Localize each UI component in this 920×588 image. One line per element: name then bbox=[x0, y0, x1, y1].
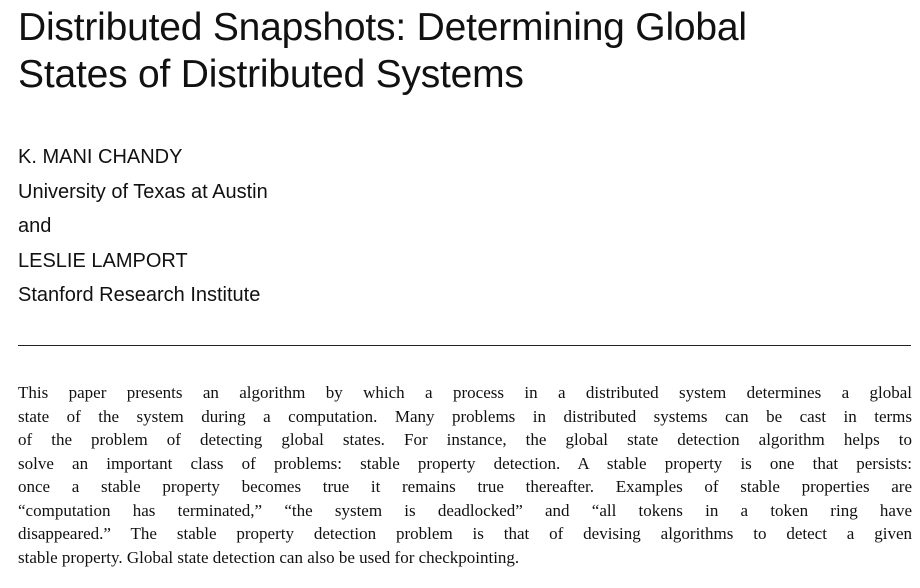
author-2-affiliation: Stanford Research Institute bbox=[18, 284, 261, 306]
abstract-line: disappeared.” The stable property detect… bbox=[18, 524, 912, 543]
abstract: This paper presents an algorithm by whic… bbox=[18, 381, 912, 569]
abstract-line: state of the system during a computation… bbox=[18, 406, 912, 426]
paper-title-line-1: Distributed Snapshots: Determining Globa… bbox=[18, 6, 747, 49]
horizontal-rule bbox=[18, 345, 911, 346]
author-2-name: LESLIE LAMPORT bbox=[18, 249, 188, 272]
paper-title-line-2: States of Distributed Systems bbox=[18, 53, 524, 96]
abstract-line: of the problem of detecting global state… bbox=[18, 430, 912, 449]
paper-title: Distributed Snapshots: Determining Globa… bbox=[18, 4, 908, 98]
author-1-affiliation: University of Texas at Austin bbox=[18, 180, 268, 203]
abstract-line: once a stable property becomes true it r… bbox=[18, 477, 912, 496]
author-1-name: K. MANI CHANDY bbox=[18, 146, 183, 168]
abstract-line: stable property. Global state detection … bbox=[18, 547, 520, 567]
abstract-line: “computation has terminated,” “the syste… bbox=[18, 500, 912, 520]
abstract-line: solve an important class of problems: st… bbox=[18, 453, 912, 473]
abstract-line: This paper presents an algorithm by whic… bbox=[18, 383, 912, 402]
author-block: K. MANI CHANDY University of Texas at Au… bbox=[18, 140, 618, 313]
author-conjunction: and bbox=[18, 215, 52, 237]
